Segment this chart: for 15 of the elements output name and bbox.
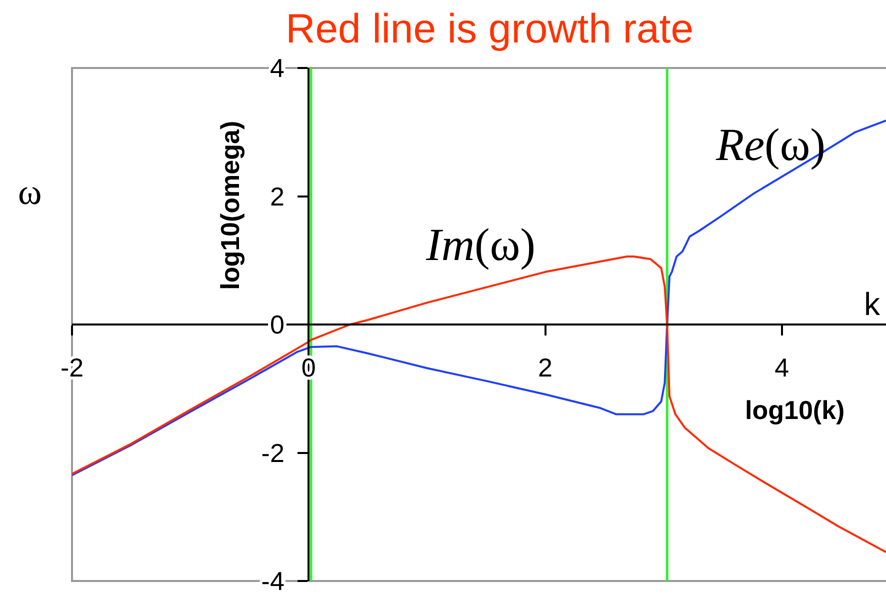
x-tick-label: 2 (538, 352, 552, 383)
y-tick-label: -2 (261, 438, 284, 468)
y-tick-label: -4 (261, 566, 284, 595)
annotation: Re(ω) (715, 119, 826, 170)
chart-title: Red line is growth rate (286, 5, 694, 52)
x-tick-label: -2 (60, 352, 84, 383)
annotation: k (864, 286, 881, 322)
x-axis-title: log10(k) (745, 395, 845, 425)
y-axis-title: log10(omega) (214, 120, 245, 290)
y-tick-label: 4 (270, 53, 284, 84)
x-tick-label: 4 (774, 352, 790, 383)
text: ω (18, 172, 42, 212)
y-tick-label: 0 (270, 310, 284, 340)
annotation: Im(ω) (425, 219, 536, 270)
y-tick-label: 2 (270, 181, 284, 212)
